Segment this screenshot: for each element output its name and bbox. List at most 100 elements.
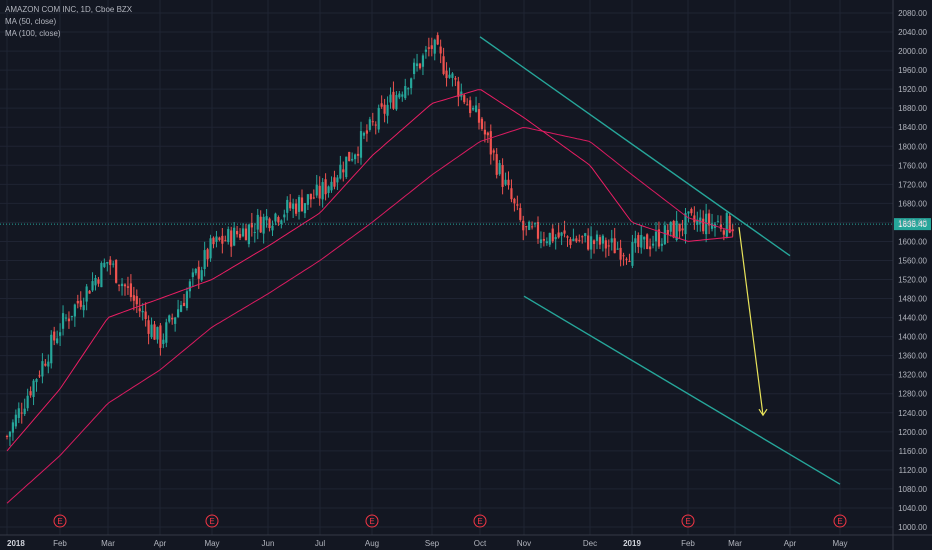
candle-body <box>696 219 699 225</box>
candle-body <box>466 104 469 106</box>
y-tick-label: 1920.00 <box>898 85 927 94</box>
candle-body <box>185 291 189 309</box>
candle-body <box>289 202 292 209</box>
candle-body <box>672 220 675 238</box>
candle-body <box>654 231 658 242</box>
earnings-marker[interactable] <box>205 514 219 528</box>
candle-body <box>312 197 315 199</box>
chart-legend: AMAZON COM INC, 1D, Cboe BZX MA (50, clo… <box>5 4 132 40</box>
candle-body <box>595 234 599 241</box>
x-tick-label: 2018 <box>7 539 25 548</box>
candle-body <box>315 184 318 196</box>
candle-body <box>88 290 91 294</box>
candle-body <box>91 281 94 291</box>
last-price-tag <box>894 218 931 231</box>
candle-body <box>486 132 489 136</box>
candles <box>5 32 734 446</box>
candle-body <box>687 211 690 214</box>
candle-body <box>103 262 106 267</box>
candle-body <box>578 239 581 241</box>
earnings-marker[interactable] <box>473 514 487 528</box>
candle-body <box>716 221 720 223</box>
candle-body <box>613 238 616 254</box>
x-tick-label: Apr <box>784 539 797 548</box>
y-tick-label: 1720.00 <box>898 180 927 189</box>
candle-body <box>230 230 233 247</box>
y-tick-label: 1000.00 <box>898 523 927 532</box>
projection-arrow-line[interactable] <box>738 227 764 416</box>
y-tick-label: 1200.00 <box>898 428 927 437</box>
candle-body <box>374 124 377 126</box>
candle-body <box>649 246 652 250</box>
candle-body <box>268 218 271 229</box>
trendlines <box>479 36 841 485</box>
candle-body <box>67 318 71 322</box>
x-tick-label: Feb <box>681 539 695 548</box>
candle-body <box>120 283 124 287</box>
candle-body <box>215 236 218 242</box>
earnings-marker-label: E <box>369 517 374 526</box>
candle-body <box>380 103 383 107</box>
earnings-marker[interactable] <box>681 514 695 528</box>
candle-body <box>489 131 492 155</box>
candle-body <box>29 391 32 396</box>
candle-body <box>150 324 153 338</box>
earnings-marker-label: E <box>477 517 482 526</box>
earnings-marker[interactable] <box>53 514 67 528</box>
candle-body <box>203 250 206 270</box>
candle-body <box>492 150 495 153</box>
candle-body <box>442 56 445 74</box>
y-tick-label: 1880.00 <box>898 104 927 113</box>
candle-body <box>625 258 628 260</box>
candle-body <box>85 286 88 302</box>
x-tick-label: 2019 <box>623 539 641 548</box>
candle-body <box>415 63 419 67</box>
candle-body <box>398 93 401 98</box>
lower-channel-line[interactable] <box>523 295 841 485</box>
candle-body <box>451 73 454 78</box>
candle-body <box>510 188 513 200</box>
y-tick-label: 1240.00 <box>898 409 927 418</box>
candle-body <box>445 70 448 79</box>
candle-body <box>666 229 669 235</box>
candle-body <box>504 179 507 185</box>
candle-body <box>563 230 566 234</box>
candle-body <box>79 300 82 307</box>
y-tick-label: 1960.00 <box>898 66 927 75</box>
candle-body <box>669 221 672 232</box>
candle-body <box>463 95 466 103</box>
candle-body <box>557 232 560 238</box>
candle-body <box>256 214 259 230</box>
candle-body <box>407 88 410 90</box>
y-tick-label: 2080.00 <box>898 9 927 18</box>
candle-body <box>212 237 215 245</box>
candle-body <box>265 216 268 221</box>
candle-body <box>719 224 722 229</box>
earnings-marker[interactable] <box>833 514 847 528</box>
candle-body <box>236 230 239 235</box>
candle-body <box>20 412 23 414</box>
candle-body <box>377 107 380 130</box>
candle-body <box>421 55 425 67</box>
candle-body <box>132 295 135 301</box>
candle-body <box>123 284 127 287</box>
candle-body <box>392 91 395 109</box>
candle-body <box>702 218 705 232</box>
candle-body <box>554 237 557 240</box>
candle-body <box>280 220 283 225</box>
candle-body <box>177 309 180 318</box>
y-tick-label: 1840.00 <box>898 123 927 132</box>
candle-body <box>26 395 29 409</box>
candle-body <box>607 245 610 247</box>
candle-body <box>109 259 112 266</box>
candle-body <box>592 240 596 244</box>
candle-body <box>262 216 265 234</box>
earnings-marker[interactable] <box>365 514 379 528</box>
candle-body <box>292 203 295 209</box>
candle-body <box>247 224 250 245</box>
candle-body <box>318 185 321 199</box>
upper-channel-line[interactable] <box>479 36 791 257</box>
candle-body <box>663 225 666 245</box>
